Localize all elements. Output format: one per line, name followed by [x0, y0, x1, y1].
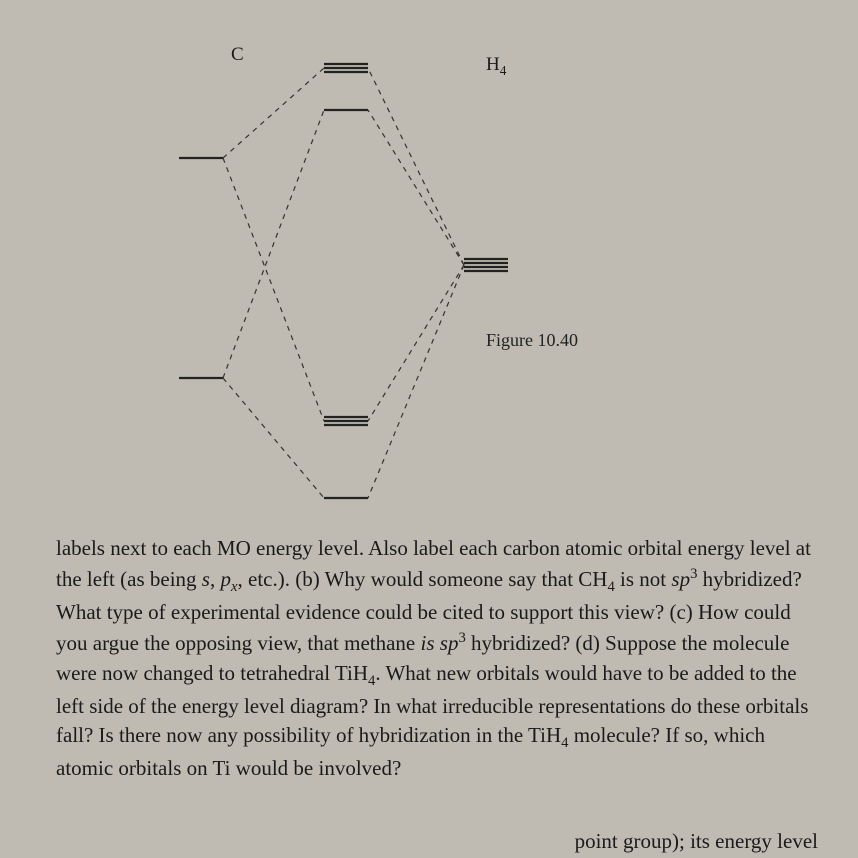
page: C H4 Figure 10.40 labels next to each MO… [0, 0, 858, 858]
px-base: p [220, 567, 231, 591]
ital-s: s [202, 567, 210, 591]
fragment-text: point group); its energy level [575, 829, 818, 853]
ital-sp3-b: sp [440, 631, 459, 655]
ital-px: px [220, 567, 237, 591]
sp-base: sp [440, 631, 459, 655]
fragment-line: point group); its energy level [575, 829, 818, 854]
ital-sp3-a: sp [671, 567, 690, 591]
text: , etc.). (b) Why would someone say that … [238, 567, 608, 591]
text: is not [615, 567, 672, 591]
text: , [210, 567, 221, 591]
ch4-sub: 4 [607, 579, 614, 595]
ital-is: is [421, 631, 435, 655]
mo-diagram: C H4 Figure 10.40 [56, 28, 818, 528]
mo-diagram-svg [56, 28, 816, 528]
sp-sup: 3 [458, 630, 465, 646]
body-text: labels next to each MO energy level. Als… [56, 534, 818, 784]
paragraph: labels next to each MO energy level. Als… [56, 534, 818, 784]
sp-base: sp [671, 567, 690, 591]
